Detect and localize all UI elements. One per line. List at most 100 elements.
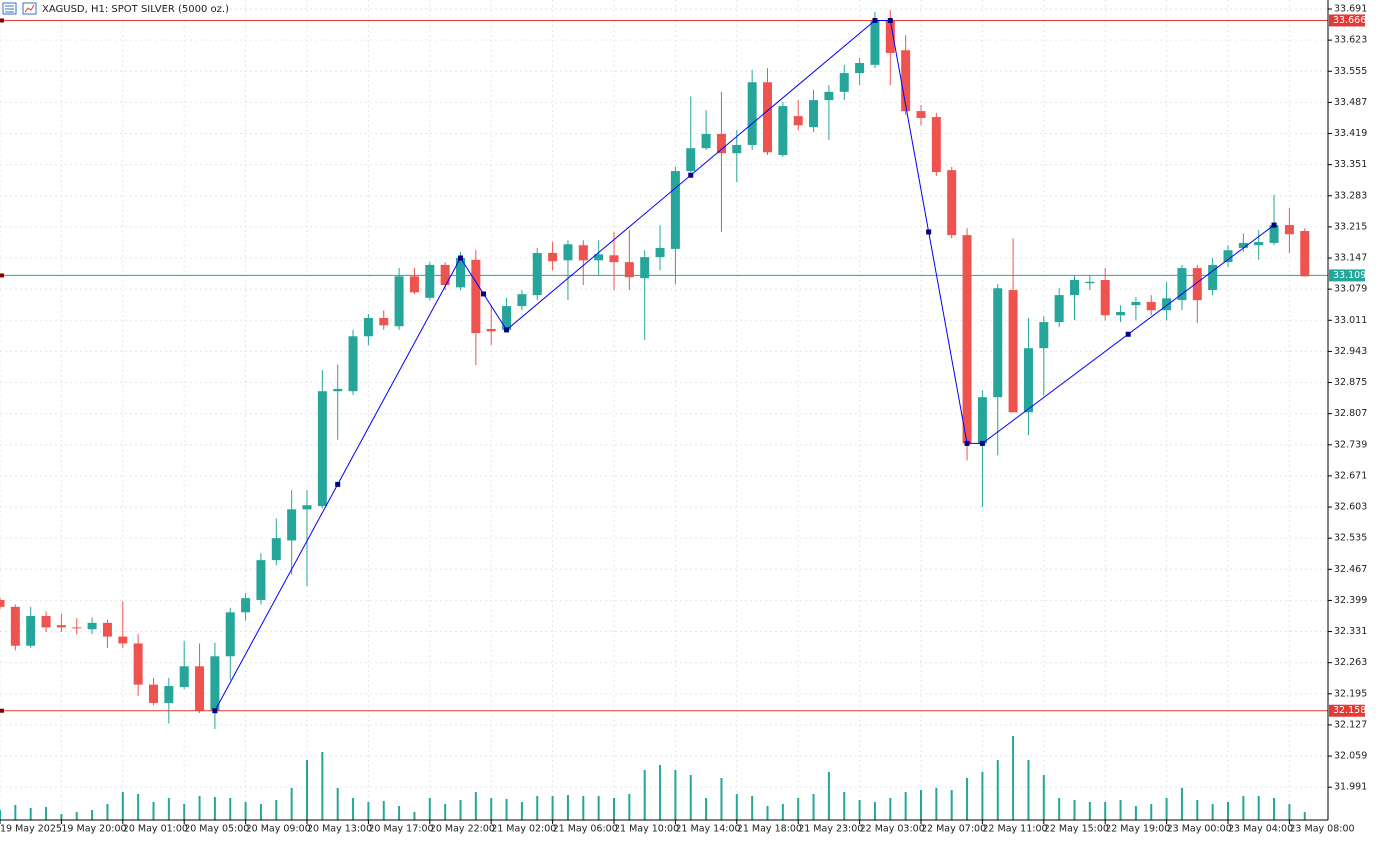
candle-body xyxy=(256,560,266,600)
candle-body xyxy=(241,598,251,613)
candle-body xyxy=(1254,242,1264,246)
candle-body xyxy=(701,133,711,149)
y-tick-label: 32.399 xyxy=(1334,595,1367,606)
zigzag-line xyxy=(214,19,1275,711)
candle-body xyxy=(379,317,389,326)
candle-body xyxy=(1177,268,1187,301)
candle-body xyxy=(102,622,112,637)
candle-body xyxy=(517,294,527,307)
candle-body xyxy=(624,262,634,278)
chart-title: XAGUSD, H1: SPOT SILVER (5000 oz.) xyxy=(42,4,229,15)
y-tick-label: 32.263 xyxy=(1334,657,1367,668)
y-tick-label: 33.419 xyxy=(1334,128,1367,139)
x-tick-label: 20 May 17:00 xyxy=(368,824,433,835)
candle-body xyxy=(1300,231,1310,277)
x-tick-label: 22 May 15:00 xyxy=(1044,824,1109,835)
candle-body xyxy=(839,73,849,92)
candle-body xyxy=(747,82,757,145)
candle-body xyxy=(72,627,82,629)
candle-body xyxy=(149,684,158,703)
x-tick-label: 22 May 11:00 xyxy=(982,824,1047,835)
candle-body xyxy=(348,336,358,392)
x-tick-label: 21 May 14:00 xyxy=(675,824,740,835)
candle-body xyxy=(409,276,419,293)
candle-body xyxy=(1162,298,1172,311)
zigzag-vertex xyxy=(212,708,218,714)
x-tick-label: 19 May 2025 xyxy=(0,824,62,835)
zigzag-vertex xyxy=(458,255,463,261)
x-tick-label: 23 May 00:00 xyxy=(1167,824,1232,835)
x-tick-label: 20 May 05:00 xyxy=(184,824,249,835)
y-tick-label: 31.991 xyxy=(1334,782,1367,793)
zigzag-vertex xyxy=(887,17,893,23)
candle-body xyxy=(1054,295,1064,323)
candle-body xyxy=(916,111,926,118)
zigzag-midpoint xyxy=(335,481,341,487)
x-tick-label: 21 May 06:00 xyxy=(553,824,618,835)
candle-body xyxy=(486,328,496,332)
y-tick-label: 33.079 xyxy=(1334,284,1367,295)
candle-body xyxy=(1023,348,1033,413)
candle-body xyxy=(655,247,665,258)
price-level-tag-bg xyxy=(1329,14,1365,27)
candle-body xyxy=(548,252,558,262)
y-tick-label: 32.943 xyxy=(1334,346,1367,357)
candle-body xyxy=(56,625,66,628)
candle-body xyxy=(210,656,220,711)
axis-layer: 33.691 33.623 33.555 33.487 33.419 33.351 33.2… xyxy=(0,4,1367,835)
x-tick-label: 20 May 01:00 xyxy=(123,824,188,835)
candle-body xyxy=(1039,322,1049,349)
zigzag-vertex xyxy=(964,440,970,446)
candle-body xyxy=(578,245,588,261)
grid xyxy=(0,0,1328,820)
price-level-marker xyxy=(0,708,4,713)
x-tick-label: 19 May 20:00 xyxy=(61,824,126,835)
y-tick-label: 33.283 xyxy=(1334,190,1367,201)
x-tick-label: 20 May 09:00 xyxy=(246,824,311,835)
candle-body xyxy=(824,91,834,101)
x-tick-label: 22 May 03:00 xyxy=(860,824,925,835)
candle-body xyxy=(456,258,465,288)
candle-body xyxy=(686,148,696,172)
y-tick-label: 32.671 xyxy=(1334,470,1367,481)
level-layer: 33.666 33.109 32.158 xyxy=(0,14,1366,717)
price-level-tag: 32.158 xyxy=(1333,705,1366,716)
x-tick-label: 22 May 19:00 xyxy=(1105,824,1170,835)
candle-body xyxy=(1116,312,1126,316)
price-level-marker xyxy=(0,273,4,278)
y-tick-label: 32.127 xyxy=(1334,719,1367,730)
candle-body xyxy=(1269,225,1279,243)
candle-body xyxy=(425,264,435,298)
candle-body xyxy=(962,235,972,444)
candle-body xyxy=(26,615,36,646)
y-tick-label: 32.535 xyxy=(1334,533,1367,544)
candle-body xyxy=(778,106,788,156)
zigzag-vertex xyxy=(1271,222,1277,228)
candle-body xyxy=(809,100,819,128)
zigzag-midpoint xyxy=(1125,331,1131,337)
candle-body xyxy=(287,509,297,541)
x-tick-label: 23 May 08:00 xyxy=(1289,824,1354,835)
x-tick-label: 21 May 10:00 xyxy=(614,824,679,835)
candle-body xyxy=(302,505,312,510)
candle-body xyxy=(87,622,97,630)
header[interactable]: XAGUSD, H1: SPOT SILVER (5000 oz.) xyxy=(2,2,229,15)
y-tick-label: 32.875 xyxy=(1334,377,1367,388)
candle-body xyxy=(41,615,51,628)
candle-body xyxy=(502,306,512,330)
candle-body xyxy=(870,20,880,65)
candle-body xyxy=(1070,280,1079,296)
candle-body xyxy=(977,397,987,444)
zigzag-vertex xyxy=(979,440,985,446)
y-tick-label: 32.331 xyxy=(1334,626,1367,637)
candle-body xyxy=(179,666,189,687)
candle-body xyxy=(1223,250,1233,263)
candle-body xyxy=(947,170,957,236)
candle-body xyxy=(1131,301,1141,306)
candle-body xyxy=(394,276,404,327)
zigzag-vertex xyxy=(504,327,510,333)
y-tick-label: 33.487 xyxy=(1334,97,1367,108)
candle-body xyxy=(993,288,1003,398)
candle-body xyxy=(732,144,742,154)
